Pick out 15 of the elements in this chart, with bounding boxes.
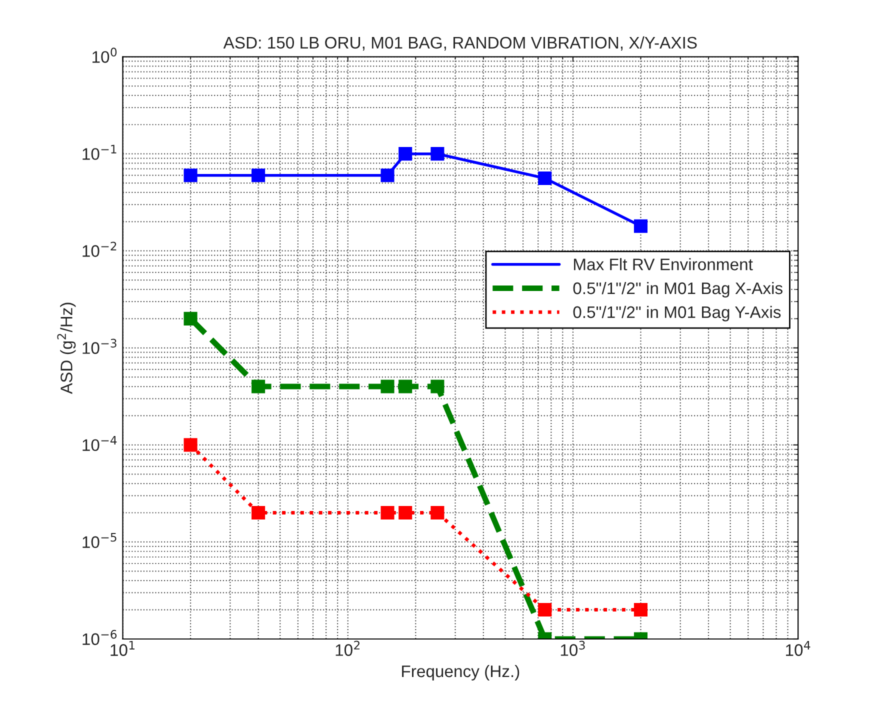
legend-label: 0.5"/1"/2" in M01 Bag X-Axis <box>573 282 782 298</box>
x-tick-label: 10$^{2}$ <box>336 640 360 656</box>
legend-label: Max Flt RV Environment <box>574 258 753 270</box>
y-tick-label: 10$^{−2}$ <box>82 242 116 257</box>
y-tick-label: 10$^{−4}$ <box>82 436 117 452</box>
y-tick-label: 10$^{0}$ <box>92 48 117 63</box>
y-tick-label: 10$^{−1}$ <box>82 144 116 160</box>
legend-label: 0.5"/1"/2" in M01 Bag Y-Axis <box>573 306 781 322</box>
chart-title: ASD: 150 LB ORU, M01 BAG, RANDOM VIBRATION, X/Y-AXIS <box>223 36 697 51</box>
x-tick-label: 10$^{4}$ <box>786 640 810 656</box>
y-tick-label: 10$^{−5}$ <box>82 533 116 548</box>
x-tick-label: 10$^{3}$ <box>560 640 585 656</box>
y-axis-title: ASD (g$^{2}$/Hz) <box>57 302 76 394</box>
x-axis-title: Frequency (Hz.) <box>402 664 520 680</box>
y-tick-label: 10$^{−3}$ <box>82 338 116 354</box>
